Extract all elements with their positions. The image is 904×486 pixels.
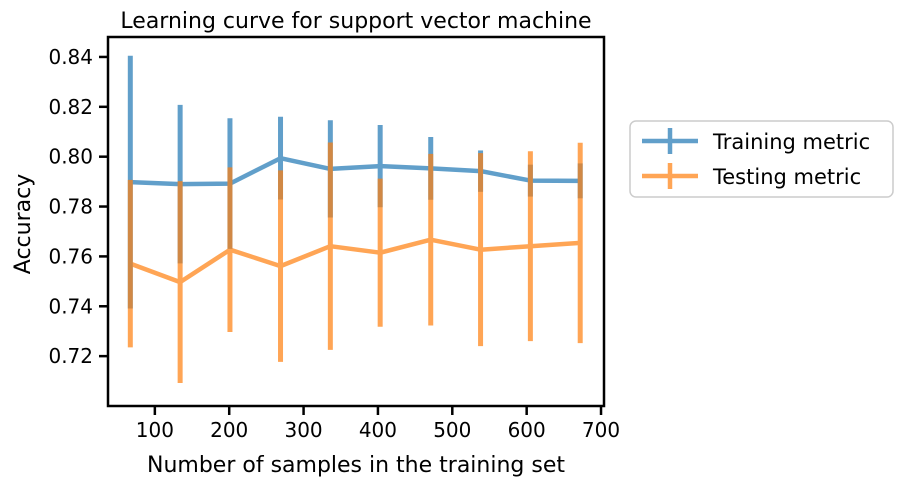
x-tick-label: 500 bbox=[433, 418, 471, 442]
x-tick-label: 100 bbox=[136, 418, 174, 442]
plot-area bbox=[127, 55, 583, 384]
series-line bbox=[130, 155, 581, 187]
x-tick-label: 700 bbox=[582, 418, 620, 442]
x-tick-label: 600 bbox=[508, 418, 546, 442]
y-tick-label: 0.78 bbox=[48, 195, 93, 219]
y-tick-label: 0.76 bbox=[48, 244, 93, 268]
y-tick-label: 0.74 bbox=[48, 294, 93, 318]
x-tick-label: 200 bbox=[210, 418, 248, 442]
y-tick-label: 0.82 bbox=[48, 95, 93, 119]
y-tick-label: 0.72 bbox=[48, 344, 93, 368]
y-tick-label: 0.84 bbox=[48, 45, 93, 69]
axes: 100 200 300 400 500 600 700 0.72 0.74 0.76 0.78 0.8… bbox=[48, 35, 620, 442]
x-tick-label: 300 bbox=[284, 418, 322, 442]
y-axis-label: Accuracy bbox=[11, 174, 36, 274]
legend-label: Testing metric bbox=[712, 165, 861, 189]
legend-label: Training metric bbox=[712, 130, 870, 154]
legend-handle-1 bbox=[642, 128, 698, 154]
y-tick-label: 0.80 bbox=[48, 145, 93, 169]
series-2 bbox=[127, 142, 583, 384]
plot-frame bbox=[106, 35, 606, 408]
legend: Training metric Testing metric bbox=[629, 120, 894, 198]
x-axis-label: Number of samples in the training set bbox=[147, 453, 565, 478]
chart-title: Learning curve for support vector machin… bbox=[120, 9, 591, 34]
x-tick-label: 400 bbox=[359, 418, 397, 442]
legend-handle-2 bbox=[642, 163, 698, 189]
series-line bbox=[129, 237, 581, 285]
